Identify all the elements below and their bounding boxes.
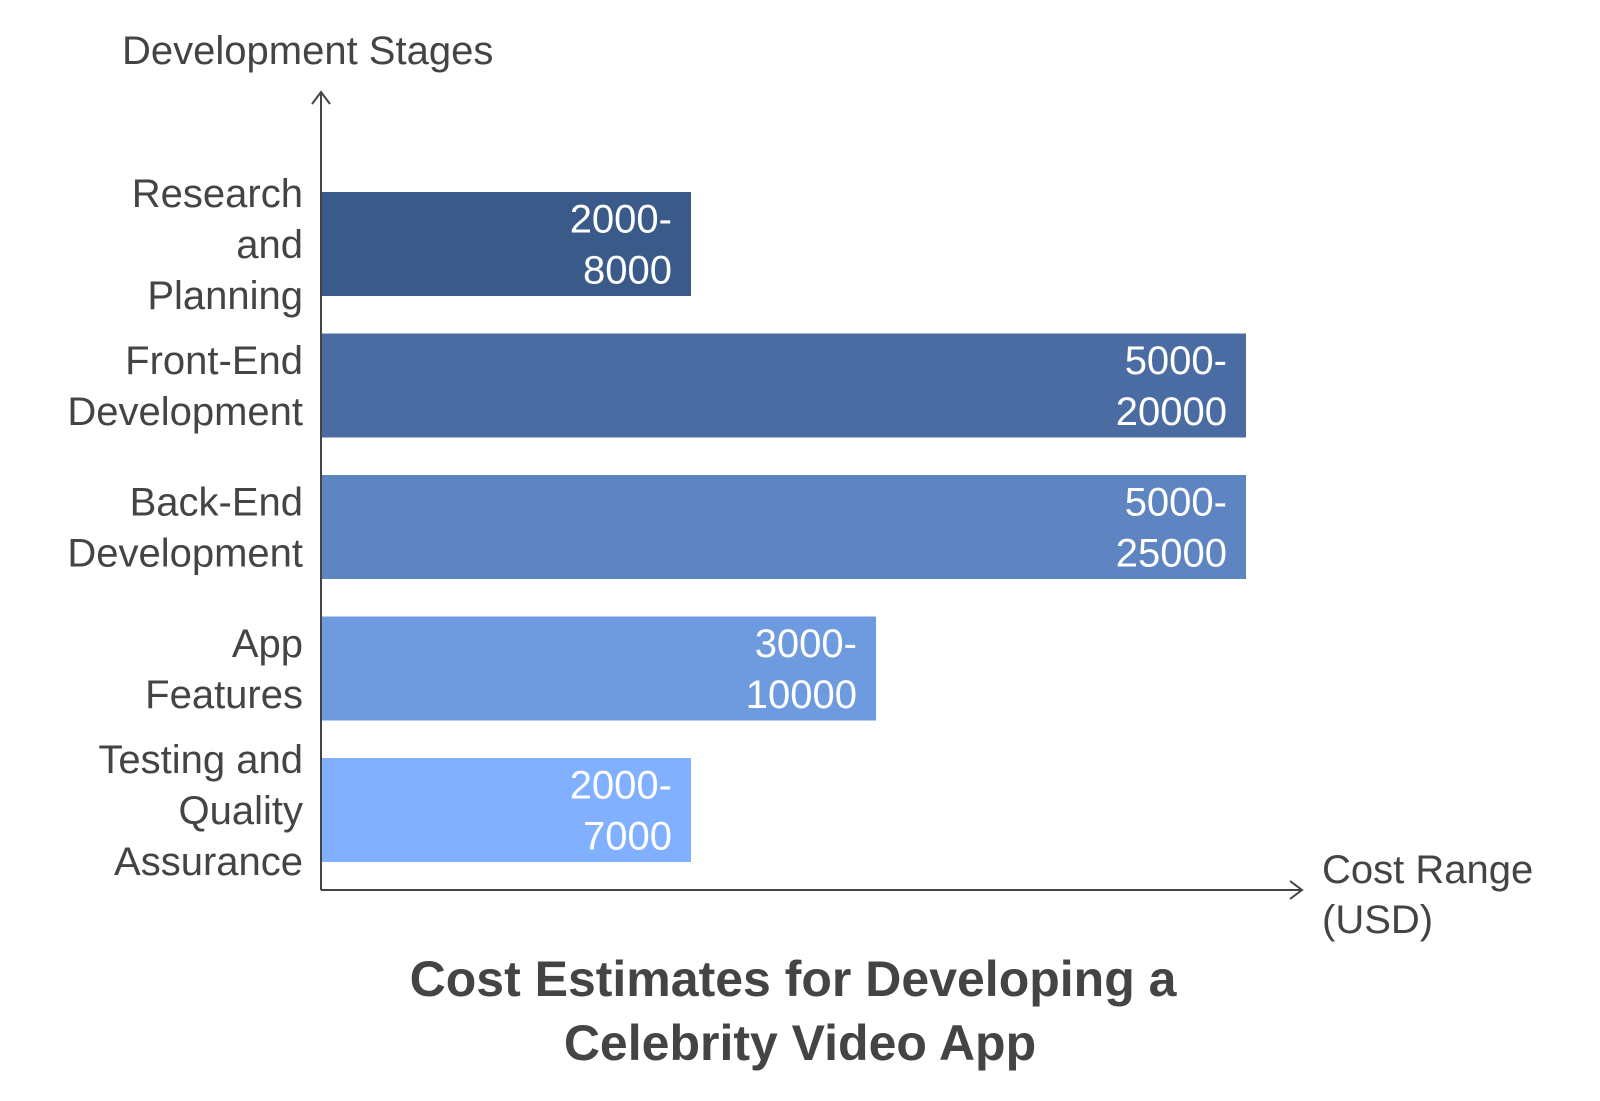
category-label-4: App Features xyxy=(145,622,303,717)
x-axis-title: Cost Range (USD) xyxy=(1322,848,1544,942)
value-label-line: 5000- xyxy=(1125,481,1227,525)
category-label-line: Quality xyxy=(179,789,304,833)
value-label-line: 25000 xyxy=(1116,532,1227,576)
value-label-line: 2000- xyxy=(570,198,672,242)
category-label-1: Research and Planning xyxy=(132,172,303,318)
value-label-4: 3000- 10000 xyxy=(746,622,857,717)
value-label-line: 3000- xyxy=(755,622,857,666)
value-label-line: 7000 xyxy=(583,815,672,859)
chart-title-line-1: Cost Estimates for Developing a xyxy=(410,951,1178,1007)
x-axis-title-line-1: Cost Range xyxy=(1322,848,1533,892)
category-label-line: Research xyxy=(132,172,303,216)
y-axis-arrow xyxy=(311,90,331,105)
value-label-line: 20000 xyxy=(1116,390,1227,434)
x-axis-title-line-2: (USD) xyxy=(1322,898,1433,942)
value-labels: 2000- 8000 5000- 20000 5000- 25000 3000- 10000 2… xyxy=(570,198,1227,859)
y-axis-title: Development Stages xyxy=(122,29,493,73)
bar-4 xyxy=(321,616,876,721)
value-label-5: 2000- 7000 xyxy=(570,764,672,859)
value-label-line: 2000- xyxy=(570,764,672,808)
value-label-line: 5000- xyxy=(1125,339,1227,383)
x-axis-arrow xyxy=(1289,880,1304,900)
bar-5 xyxy=(321,758,691,862)
category-label-3: Back-End Development xyxy=(67,481,303,576)
bar-1 xyxy=(321,192,691,296)
value-label-1: 2000- 8000 xyxy=(570,198,672,293)
bar-3 xyxy=(321,475,1246,579)
value-label-2: 5000- 20000 xyxy=(1116,339,1227,434)
chart-title: Cost Estimates for Developing a Celebrit… xyxy=(410,951,1191,1071)
value-label-3: 5000- 25000 xyxy=(1116,481,1227,576)
value-label-line: 8000 xyxy=(583,249,672,293)
category-label-line: Development xyxy=(67,390,303,434)
category-label-line: Development xyxy=(67,532,303,576)
category-label-line: Features xyxy=(145,673,303,717)
category-label-line: Front-End xyxy=(125,339,303,383)
category-label-line: Assurance xyxy=(114,840,303,884)
chart-title-line-2: Celebrity Video App xyxy=(564,1015,1036,1071)
category-label-line: Testing and xyxy=(98,738,303,782)
bar-2 xyxy=(321,333,1246,438)
category-label-line: App xyxy=(232,622,303,666)
category-label-line: and xyxy=(236,223,303,267)
bars-layer xyxy=(321,192,1246,862)
category-label-line: Planning xyxy=(147,274,303,318)
category-label-2: Front-End Development xyxy=(67,339,303,434)
category-label-5: Testing and Quality Assurance xyxy=(98,738,303,884)
category-label-line: Back-End xyxy=(130,481,303,525)
value-label-line: 10000 xyxy=(746,673,857,717)
